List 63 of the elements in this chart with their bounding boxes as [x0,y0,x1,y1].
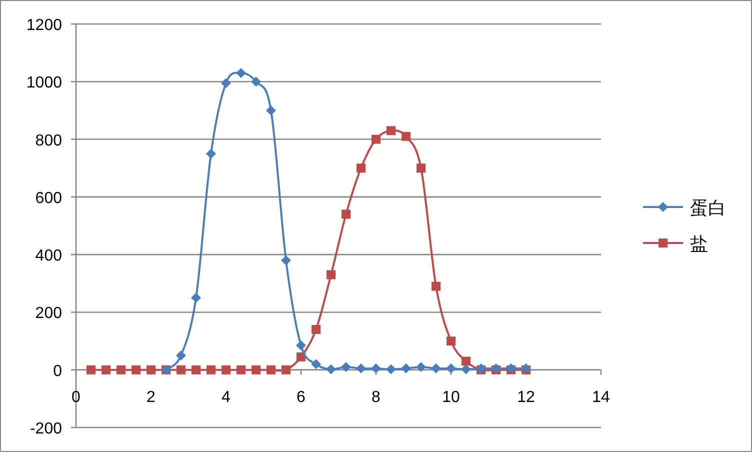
point [282,365,290,374]
legend-label: 盐 [690,234,708,254]
x-tick-label: 8 [372,388,381,406]
point [371,363,381,374]
x-tick-label: 4 [222,388,231,406]
point [311,359,321,370]
point [266,365,276,374]
point [446,336,456,346]
point [416,164,426,173]
x-tick-label: 14 [592,388,610,406]
point [386,126,396,136]
point [132,365,140,374]
point [342,210,350,219]
y-tick-label: 200 [35,305,62,322]
point [221,78,231,88]
point [416,362,426,372]
point [461,364,471,374]
point [356,363,366,374]
point [312,325,320,334]
point [206,365,216,374]
point [251,76,261,87]
point [356,164,366,173]
point [326,364,336,374]
y-tick-label: 1200 [26,17,62,34]
point [372,134,380,144]
point [446,363,456,374]
point [86,365,96,374]
y-tick-label: 400 [35,248,62,265]
point [192,365,200,374]
point [236,365,246,374]
point [402,132,410,141]
y-tick-label: -200 [30,420,62,438]
x-tick-label: 10 [442,388,460,406]
point [176,350,186,360]
x-tick-label: 12 [517,388,535,406]
point [281,255,291,266]
legend-label: 蛋白 [690,198,726,218]
x-tick-label: 2 [146,388,156,406]
point [341,362,351,372]
point [432,282,440,291]
point [206,148,216,159]
x-tick-label: 0 [72,388,81,406]
point [236,68,246,78]
point [222,365,230,374]
y-tick-label: 800 [35,132,62,150]
point [191,292,201,303]
point [296,352,306,362]
point [401,363,411,374]
point [116,365,126,374]
y-tick-label: 0 [53,362,62,380]
point [252,365,260,374]
point [326,270,336,280]
point [102,365,110,374]
point [296,340,306,350]
point [431,363,441,374]
y-tick-label: 1000 [26,74,62,92]
point [462,356,470,366]
point [266,105,276,116]
point [386,364,396,374]
y-tick-label: 600 [35,190,62,207]
x-tick-label: 6 [296,388,306,406]
point [146,365,156,374]
point [176,365,186,374]
